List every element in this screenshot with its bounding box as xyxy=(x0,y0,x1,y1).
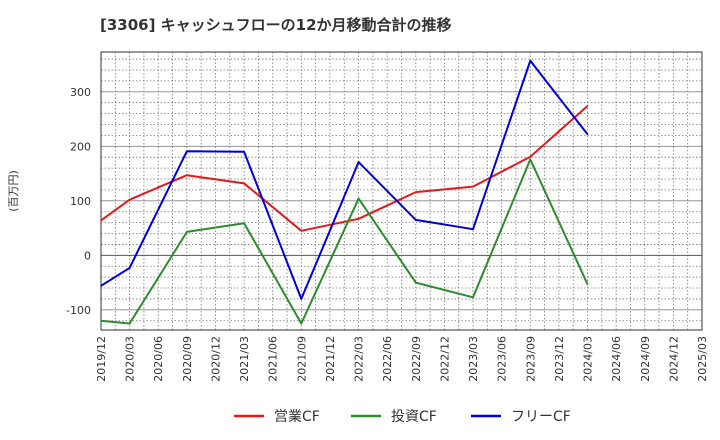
data-point xyxy=(100,319,102,322)
data-point xyxy=(128,198,131,201)
x-tick-label: 2025/03 xyxy=(696,336,709,382)
x-tick-label: 2024/12 xyxy=(667,336,680,382)
data-point xyxy=(128,322,131,325)
data-point xyxy=(186,150,188,153)
x-tick-label: 2023/09 xyxy=(524,336,537,382)
x-tick-label: 2021/06 xyxy=(267,336,280,382)
y-tick-label: 200 xyxy=(70,140,91,153)
grid-layer xyxy=(101,52,702,330)
x-tick-label: 2024/09 xyxy=(639,336,652,382)
data-point xyxy=(357,218,360,220)
data-point xyxy=(128,267,131,269)
chart-title: [3306] キャッシュフローの12か月移動合計の推移 xyxy=(100,16,452,34)
data-point xyxy=(529,158,532,161)
data-point xyxy=(100,219,102,222)
data-point xyxy=(243,182,245,185)
x-tick-label: 2022/03 xyxy=(353,336,366,382)
x-tick-label: 2023/06 xyxy=(496,336,509,382)
x-axis-ticks: 2019/12 2020/03 2020/06 2020/09 2020/12 2021/… xyxy=(95,336,709,382)
x-tick-label: 2020/09 xyxy=(181,336,194,382)
x-tick-label: 2020/12 xyxy=(209,336,222,382)
y-tick-label: 100 xyxy=(70,195,91,208)
x-tick-label: 2021/03 xyxy=(238,336,251,382)
legend: 営業CF 投資CF フリーCF xyxy=(234,409,571,425)
data-point xyxy=(415,281,417,284)
series-line xyxy=(100,59,589,300)
data-point xyxy=(586,133,589,136)
series-layer xyxy=(100,59,589,325)
data-point xyxy=(300,229,303,232)
data-point xyxy=(357,197,360,200)
data-point xyxy=(186,231,188,233)
x-tick-label: 2022/06 xyxy=(381,336,394,382)
data-point xyxy=(415,219,417,221)
x-tick-label: 2024/06 xyxy=(610,336,623,382)
data-point xyxy=(529,59,532,62)
y-axis-ticks: -100 0 100 200 300 xyxy=(66,86,91,317)
data-point xyxy=(186,174,188,176)
series-line xyxy=(100,105,589,232)
series-line xyxy=(100,158,589,325)
data-point xyxy=(300,298,303,300)
legend-label: フリーCF xyxy=(511,409,571,425)
data-point xyxy=(472,228,474,230)
x-tick-label: 2021/12 xyxy=(324,336,337,382)
data-point xyxy=(586,283,589,286)
x-tick-label: 2020/06 xyxy=(152,336,165,382)
legend-label: 営業CF xyxy=(274,409,320,425)
data-point xyxy=(357,161,360,163)
legend-label: 投資CF xyxy=(391,409,437,425)
x-tick-label: 2019/12 xyxy=(95,336,108,382)
x-tick-label: 2022/12 xyxy=(438,336,451,382)
plot-frame xyxy=(100,51,703,331)
y-tick-label: 0 xyxy=(84,249,91,262)
x-tick-label: 2023/12 xyxy=(553,336,566,382)
y-tick-label: 300 xyxy=(70,86,91,99)
data-point xyxy=(300,322,303,325)
data-point xyxy=(243,150,245,153)
data-point xyxy=(472,296,474,299)
data-point xyxy=(586,105,589,107)
x-tick-label: 2022/09 xyxy=(410,336,423,382)
y-tick-label: -100 xyxy=(66,304,91,317)
x-tick-label: 2024/03 xyxy=(582,336,595,382)
data-point xyxy=(243,222,245,224)
y-axis-label: (百万円) xyxy=(7,170,20,212)
x-tick-label: 2020/03 xyxy=(124,336,137,382)
x-tick-label: 2021/09 xyxy=(295,336,308,382)
x-tick-label: 2023/03 xyxy=(467,336,480,382)
data-point xyxy=(415,191,417,193)
data-point xyxy=(472,185,474,188)
data-point xyxy=(100,285,102,287)
data-point xyxy=(529,155,532,158)
